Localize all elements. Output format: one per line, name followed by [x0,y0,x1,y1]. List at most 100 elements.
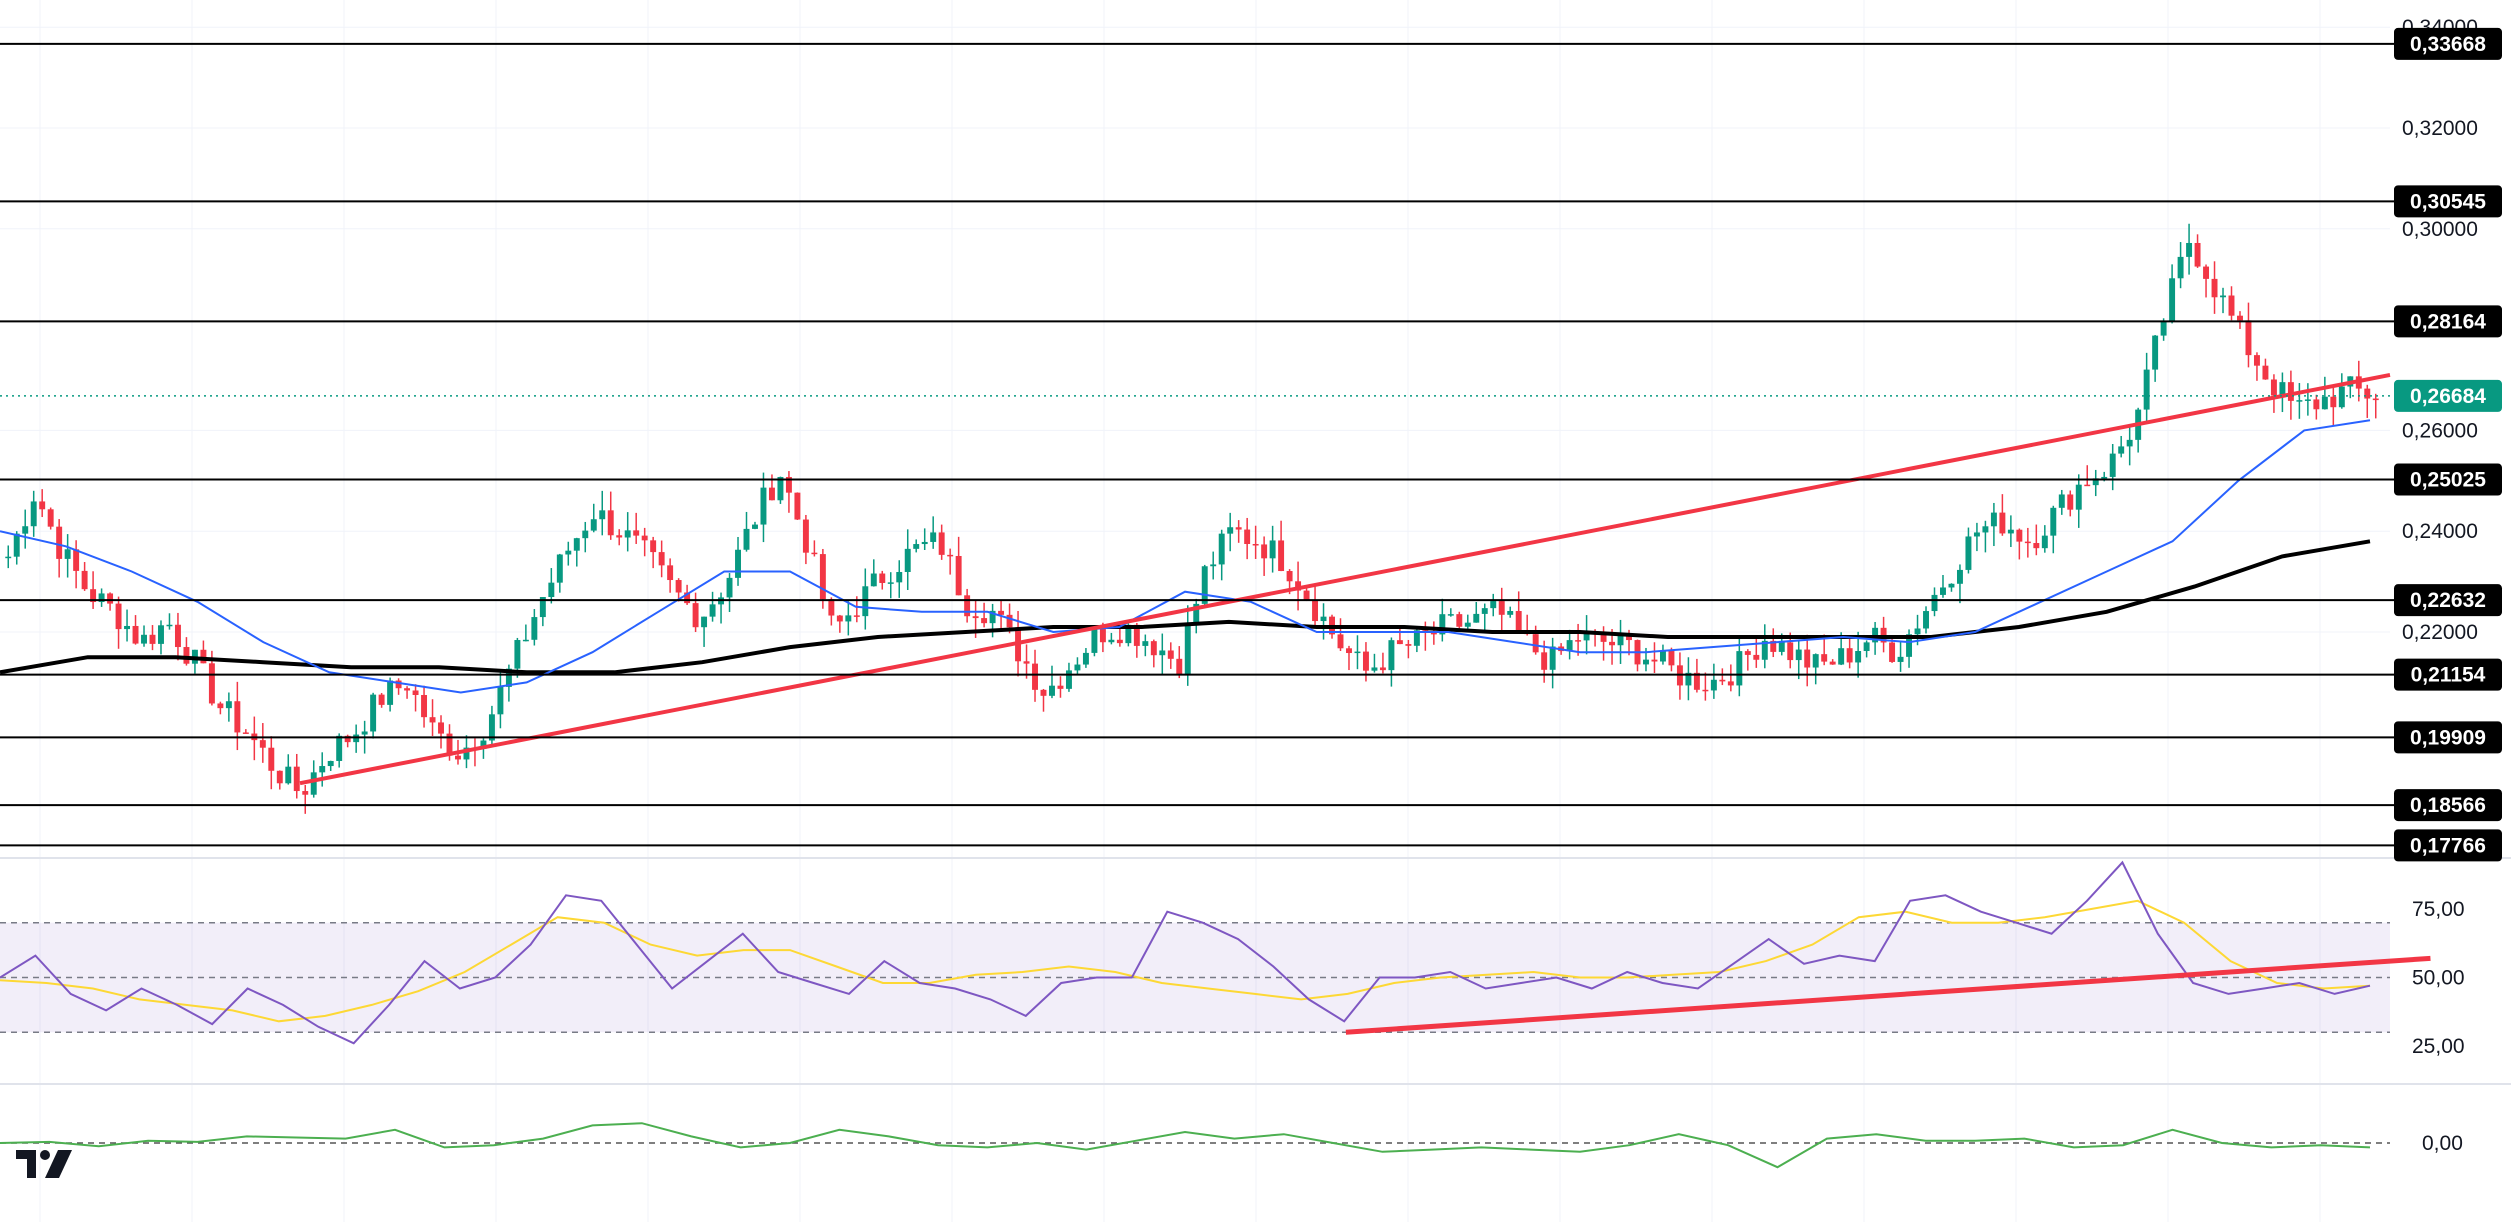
candle-body [488,714,495,741]
price-axis-tick: 0,26000 [2402,419,2478,442]
candle-body [378,694,385,705]
candle-body [242,732,249,734]
price-axis[interactable]: 0,340000,320000,300000,260000,240000,220… [2394,16,2502,1155]
price-level-label: 0,19909 [2410,726,2486,749]
candle-body [1532,634,1539,653]
candle-body [2270,379,2277,396]
candle-body [1006,614,1013,628]
candle-body [98,593,105,603]
candle-body [1354,651,1361,654]
candle-body [2203,266,2210,279]
candle-body [735,549,741,578]
candle-body [217,703,224,709]
candle-body [336,735,343,761]
price-axis-tick: 0,30000 [2402,218,2478,241]
candle-body [1838,648,1845,665]
price-level-label: 0,17766 [2410,834,2486,857]
candle-body [913,544,920,549]
candle-body [1719,679,1726,682]
candle-body [1651,659,1658,662]
candle-body [39,501,46,510]
candle-body [2169,278,2176,322]
candle-body [1490,601,1497,609]
candle-body [1982,526,1989,533]
candle-body [1379,667,1386,671]
candle-body [1948,583,1955,588]
price-pane[interactable] [0,42,2394,847]
candle-body [2304,399,2311,401]
candle-body [73,549,80,571]
candle-body [616,535,623,538]
candle-body [879,573,886,583]
candle-body [1065,670,1072,689]
candle-body [1210,564,1217,567]
candle-body [1464,622,1471,627]
price-trend-line[interactable] [299,372,2391,786]
candle-body [395,680,402,689]
candle-body [582,530,589,539]
candle-body [2279,382,2286,396]
candle-body [64,549,71,559]
candle-body [1201,566,1208,604]
candle-body [514,640,521,669]
candle-body [599,510,606,520]
candle-body [539,597,546,618]
candle-body [2007,529,2014,534]
price-level-label-box [2394,721,2502,754]
candle-body [174,624,181,648]
price-level-label-box [2394,463,2502,496]
candle-body [1702,689,1709,692]
candle-body [1193,603,1200,624]
current-price-label-box [2394,379,2502,412]
candle-body [1286,571,1293,582]
candle-body [972,616,979,619]
candle-body [446,733,453,756]
candle-body [421,695,428,718]
candle-body [1057,685,1064,689]
candle-body [2041,535,2048,549]
candle-body [1142,641,1149,646]
candle-body [1405,644,1412,646]
rsi-line [0,860,2371,1045]
candle-body [1914,628,1921,635]
candle-body [1150,641,1157,656]
candle-body [2016,529,2023,542]
candle-body [2262,365,2269,380]
current-price-label: 0,26684 [2410,385,2486,408]
candle-body [989,610,996,624]
price-level-label: 0,18566 [2410,794,2486,817]
candle-body [1371,667,1378,671]
candle-body [1770,640,1777,652]
candle-body [862,586,869,617]
price-level-label-box [2394,185,2502,218]
candle-body [438,722,444,734]
candle-body [2211,278,2218,298]
candle-body [1074,664,1081,671]
candle-body [650,540,657,553]
momentum-pane[interactable] [0,1122,2390,1169]
candle-body [701,616,708,628]
candle-body [1176,658,1183,676]
candle-body [2313,399,2320,410]
candle-body [2372,398,2379,401]
candle-body [208,663,215,704]
candle-body [1515,611,1522,632]
candle-body [760,487,767,525]
candle-body [1829,661,1836,665]
candle-body [463,747,470,760]
candle-body [1761,640,1768,660]
price-level-label-box [2394,27,2502,60]
candle-body [1388,640,1395,671]
candle-body [955,555,962,596]
candle-body [370,694,377,732]
candle-body [887,582,894,584]
candle-body [964,595,971,617]
rsi-pane[interactable] [0,860,2431,1045]
candle-body [1430,632,1437,635]
candle-body [1855,651,1862,663]
rsi-trend-line[interactable] [1345,955,2431,1035]
candle-body [158,625,164,644]
candle-body [2050,507,2057,536]
candle-body [531,617,538,640]
